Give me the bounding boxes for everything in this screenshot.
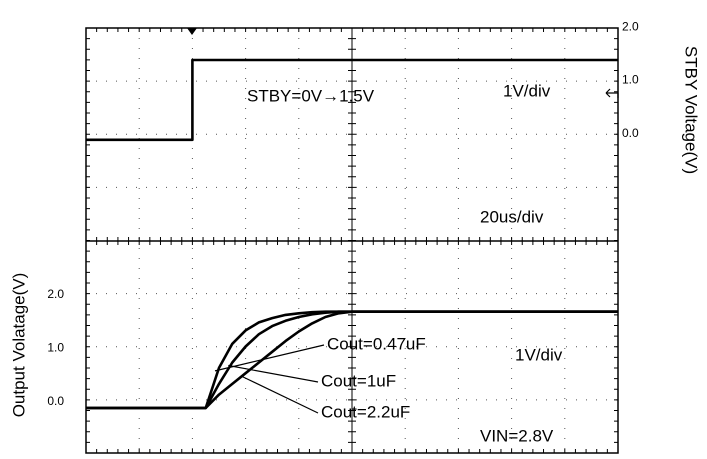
trace <box>86 310 618 410</box>
annotation: 1V/div <box>515 345 563 364</box>
plot-frame <box>85 27 619 454</box>
trace <box>86 58 618 142</box>
trace <box>86 310 618 410</box>
y-tick-label: 0.0 <box>47 394 64 408</box>
leader-line <box>228 364 319 383</box>
annotation: 1V/div <box>503 81 551 100</box>
y-tick-label: 2.0 <box>47 287 64 301</box>
y-tick-label: 1.0 <box>47 341 64 355</box>
annotation: VIN=2.8V <box>480 426 554 445</box>
annotation: 20us/div <box>480 207 544 226</box>
y-axis-label: Output Volatage(V) <box>9 273 28 418</box>
y2-axis-label: STBY Voltage(V) <box>682 46 701 174</box>
y-tick-label: 0.0 <box>622 126 639 140</box>
legend-label: Cout=2.2uF <box>321 402 410 421</box>
level-marker <box>605 88 619 98</box>
legend-label: Cout=1uF <box>321 371 396 390</box>
y-tick-label: 2.0 <box>622 19 639 33</box>
legend-label: Cout=0.47uF <box>327 334 426 353</box>
annotation: STBY=0V→1.5V <box>247 86 375 105</box>
y-tick-label: 1.0 <box>622 73 639 87</box>
leader-line <box>241 375 319 414</box>
